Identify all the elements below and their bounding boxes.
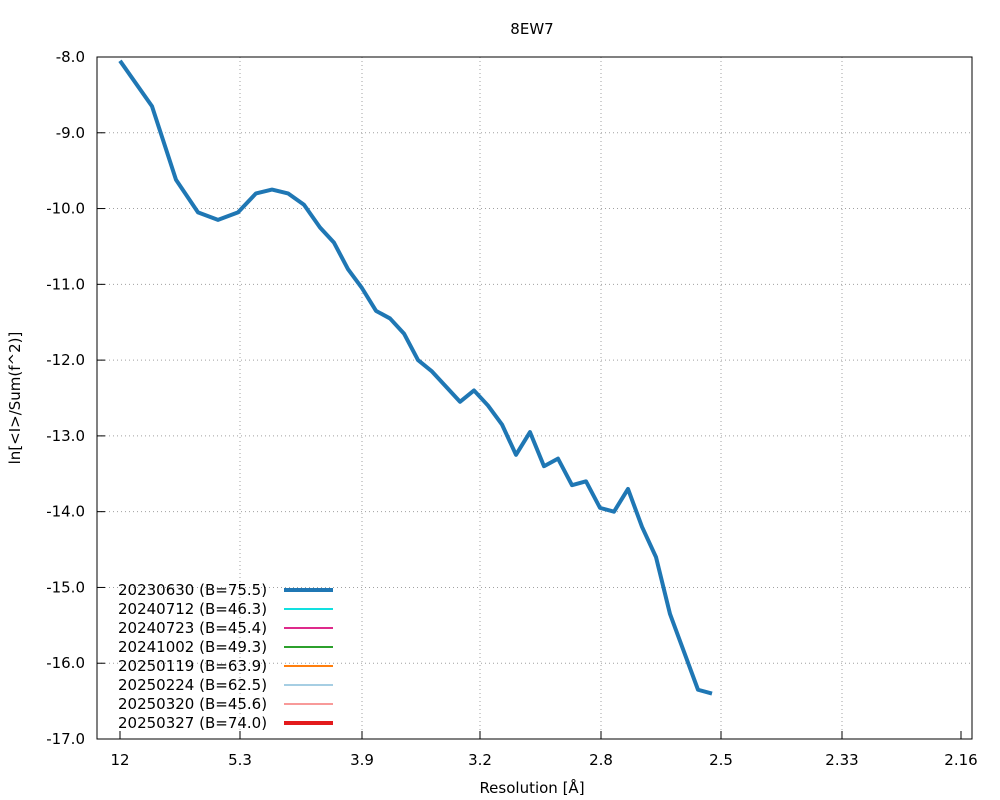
x-tick-label: 2.8 [589,751,613,769]
x-tick-label: 2.5 [709,751,733,769]
legend-label: 20250119 (B=63.9) [118,657,267,675]
y-tick-label: -11.0 [46,275,85,293]
y-tick-label: -13.0 [46,427,85,445]
legend-label: 20250327 (B=74.0) [118,714,267,732]
x-tick-label: 3.2 [468,751,492,769]
plot-frame [96,56,973,740]
series-layer [118,59,713,696]
x-tick-label: 2.33 [825,751,858,769]
y-tick-label: -10.0 [46,200,85,218]
axis-ticks: -8.0 -9.0 -10.0 -11.0 -12.0 -13.0 -14.0 -15.0 -1… [46,48,978,769]
legend-label: 20240712 (B=46.3) [118,600,267,618]
chart-title: 8EW7 [510,20,553,38]
legend: 20230630 (B=75.5)20240712 (B=46.3)202407… [118,581,333,732]
y-tick-label: -8.0 [56,48,85,66]
x-tick-label: 5.3 [228,751,252,769]
y-tick-label: -14.0 [46,503,85,521]
x-tick-label: 12 [110,751,129,769]
y-axis-label: ln[<I>/Sum(f^2)] [6,332,24,465]
series-line [118,59,713,696]
legend-label: 20250224 (B=62.5) [118,676,267,694]
x-axis-label: Resolution [Å] [479,778,584,797]
y-tick-label: -15.0 [46,578,85,596]
y-tick-label: -12.0 [46,351,85,369]
legend-label: 20230630 (B=75.5) [118,581,267,599]
legend-label: 20241002 (B=49.3) [118,638,267,656]
grid-lines [97,57,972,739]
x-tick-label: 3.9 [350,751,374,769]
legend-label: 20240723 (B=45.4) [118,619,267,637]
legend-label: 20250320 (B=45.6) [118,695,267,713]
x-tick-label: 2.16 [944,751,977,769]
y-tick-label: -16.0 [46,654,85,672]
y-tick-label: -9.0 [56,124,85,142]
y-tick-label: -17.0 [46,730,85,748]
